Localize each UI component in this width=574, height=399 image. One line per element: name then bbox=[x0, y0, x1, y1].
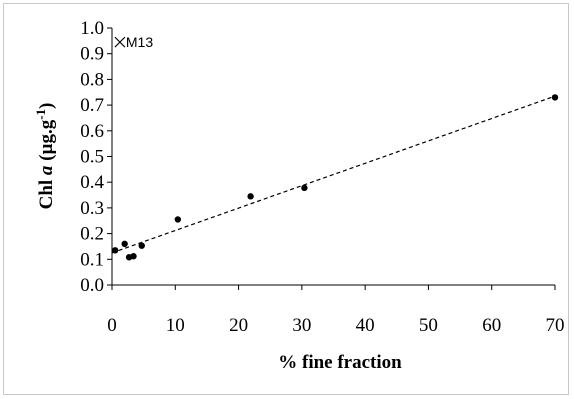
y-tick-label: 0.0 bbox=[80, 275, 104, 296]
x-tick-label: 50 bbox=[419, 315, 438, 336]
x-tick-label: 20 bbox=[229, 315, 248, 336]
data-point bbox=[301, 184, 308, 192]
y-tick-label: 0.1 bbox=[80, 249, 104, 270]
y-tick-label: 0.9 bbox=[80, 44, 104, 65]
y-tick-label: 0.2 bbox=[80, 224, 104, 245]
data-point bbox=[111, 247, 119, 254]
y-tick-label: 0.3 bbox=[80, 198, 104, 219]
y-axis-label-unit: (µg.g bbox=[36, 119, 57, 165]
chart-frame bbox=[3, 3, 569, 395]
data-point bbox=[551, 94, 559, 101]
annotation-marker bbox=[114, 36, 126, 48]
y-tick-label: 0.6 bbox=[80, 121, 104, 142]
trendline-group bbox=[111, 95, 556, 254]
x-tick-label: 10 bbox=[166, 315, 185, 336]
data-point bbox=[174, 216, 182, 223]
y-axis-label-close: ) bbox=[36, 103, 57, 109]
x-tick-label: 30 bbox=[292, 315, 311, 336]
x-tick-label: 40 bbox=[356, 315, 375, 336]
x-tick-label: 0 bbox=[107, 315, 117, 336]
data-point bbox=[130, 253, 137, 260]
data-point bbox=[138, 242, 145, 249]
x-axis-label: % fine fraction bbox=[278, 352, 402, 373]
y-axis-label-italic: a bbox=[36, 165, 57, 175]
x-tick-label: 60 bbox=[482, 315, 501, 336]
trendline bbox=[111, 95, 556, 254]
y-tick-label: 1.0 bbox=[80, 18, 104, 39]
y-tick-label: 0.7 bbox=[80, 95, 104, 116]
annotation-group: M13 bbox=[114, 34, 153, 50]
y-axis-label-sup: -1 bbox=[33, 109, 48, 120]
x-tick-label: 70 bbox=[546, 315, 565, 336]
axes bbox=[111, 28, 555, 286]
points-group bbox=[111, 94, 559, 261]
y-tick-label: 0.5 bbox=[80, 147, 104, 168]
annotation-label: M13 bbox=[126, 34, 153, 50]
data-point bbox=[247, 193, 254, 200]
ticks: 0.0 0.1 0.2 0.3 0.4 0.5 0.6 0.7 0.8 0.9 1.0 0 10 20 30… bbox=[80, 18, 564, 336]
y-tick-label: 0.4 bbox=[80, 172, 104, 193]
data-point bbox=[121, 240, 128, 248]
y-tick-label: 0.8 bbox=[80, 69, 104, 90]
y-axis-label: Chl a (µg.g-1) bbox=[33, 103, 57, 210]
y-axis-label-main: Chl bbox=[36, 175, 57, 209]
